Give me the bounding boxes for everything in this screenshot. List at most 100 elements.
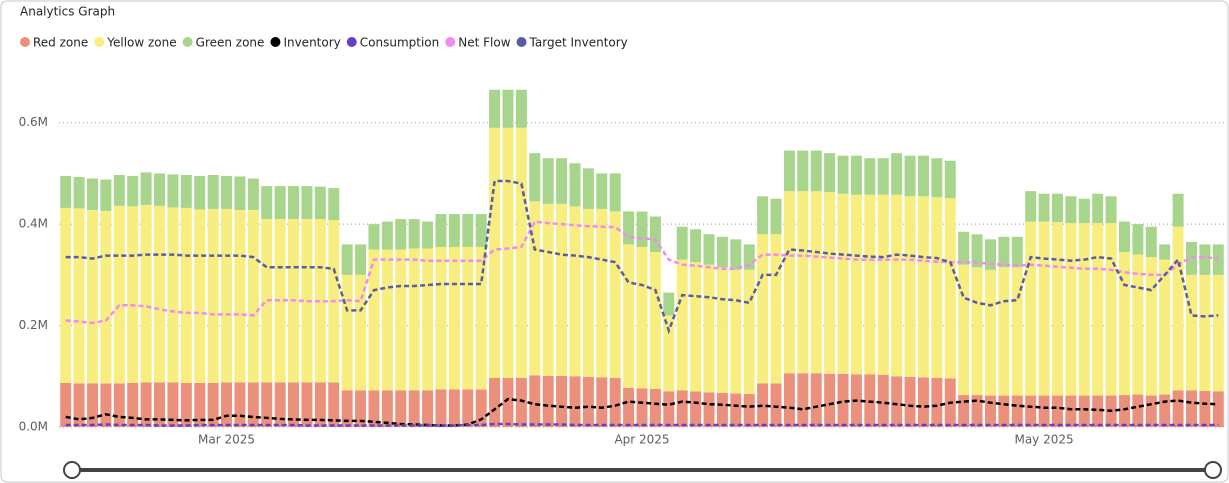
bar-segment — [958, 395, 970, 427]
bar-segment — [877, 158, 889, 195]
bar-segment — [60, 382, 72, 427]
axis: 0.0M 0.2M 0.4M 0.6M Mar 2025 Apr 2025 May 2025 — [19, 115, 1074, 446]
bar-segment — [1038, 193, 1050, 222]
bar-segment — [60, 175, 72, 208]
bar-segment — [971, 395, 983, 427]
bar-segment — [368, 390, 380, 427]
legend-marker — [20, 37, 30, 47]
bar-segment — [649, 252, 661, 389]
bar-segment — [395, 390, 407, 427]
legend-marker — [94, 37, 105, 47]
legend-marker — [270, 37, 281, 47]
bar-segment — [623, 244, 635, 388]
bar-segment — [261, 382, 273, 427]
bar-segment — [1199, 274, 1211, 391]
bar-segment — [837, 373, 849, 427]
bar-segment — [194, 175, 206, 210]
bar-segment — [609, 211, 621, 378]
bar-segment — [247, 382, 259, 427]
bar-segment — [221, 208, 233, 383]
bar-segment — [87, 383, 99, 427]
bar-segment — [1092, 193, 1104, 224]
bar-segment — [1159, 394, 1171, 427]
bar-segment — [140, 172, 152, 205]
lines — [65, 179, 1219, 427]
bar-segment — [1038, 395, 1050, 427]
bar-segment — [810, 150, 822, 192]
bar-segment — [917, 377, 929, 427]
bar-segment — [1212, 391, 1224, 427]
bar-segment — [127, 175, 139, 207]
bar-segment — [154, 205, 166, 383]
bar-segment — [730, 269, 742, 394]
bar-segment — [556, 158, 568, 204]
bar-segment — [408, 390, 420, 427]
bar-segment — [529, 201, 541, 376]
legend-label: Inventory — [283, 36, 340, 50]
bar-segment — [636, 246, 648, 389]
bar-segment — [261, 186, 273, 220]
bar-segment — [931, 197, 943, 378]
bar-segment — [328, 188, 340, 221]
bar-segment — [1132, 394, 1144, 427]
bar-segment — [971, 267, 983, 396]
bar-segment — [770, 234, 782, 384]
bar-segment — [100, 383, 112, 427]
bar-segment — [1118, 395, 1130, 427]
bar-segment — [998, 267, 1010, 396]
bar-segment — [1038, 221, 1050, 396]
bar-segment — [529, 153, 541, 202]
bar-segment — [127, 382, 139, 427]
bar-segment — [1159, 244, 1171, 260]
x-tick-label: Mar 2025 — [198, 433, 255, 447]
bar-segment — [489, 377, 501, 427]
bar-segment — [1212, 274, 1224, 392]
bar-segment — [542, 203, 554, 376]
range-slider[interactable] — [63, 461, 1222, 479]
legend-label: Target Inventory — [529, 36, 628, 50]
legend-marker — [445, 37, 456, 47]
bar-segment — [422, 221, 434, 249]
bar-segment — [891, 153, 903, 195]
bar-segment — [690, 262, 702, 392]
bar-segment — [1011, 236, 1023, 268]
bar-segment — [355, 244, 367, 275]
bar-segment — [582, 168, 594, 209]
bar-segment — [381, 249, 393, 391]
bar-segment — [167, 207, 179, 383]
bar-segment — [288, 382, 300, 427]
bar-segment — [797, 191, 809, 374]
bar-segment — [904, 196, 916, 377]
bar-segment — [515, 377, 527, 427]
bar-segment — [154, 382, 166, 427]
bar-segment — [194, 382, 206, 427]
slider-handle-end[interactable] — [1204, 461, 1222, 479]
bar-segment — [864, 158, 876, 195]
bar-segment — [1078, 223, 1090, 396]
bar-segment — [489, 89, 501, 128]
bar-segment — [542, 375, 554, 427]
bar-segment — [1185, 241, 1197, 275]
bar-segment — [743, 394, 755, 427]
bar-segment — [542, 158, 554, 204]
bar-segment — [917, 196, 929, 378]
legend-label: Consumption — [360, 36, 439, 50]
slider-handle-start[interactable] — [63, 461, 81, 479]
bar-segment — [582, 376, 594, 427]
bar-segment — [783, 373, 795, 427]
line-series — [65, 179, 1219, 335]
bar-segment — [408, 219, 420, 249]
bar-segment — [770, 198, 782, 235]
bar-segment — [891, 194, 903, 377]
bar-segment — [596, 173, 608, 209]
bar-segment — [971, 234, 983, 268]
x-tick-label: May 2025 — [1014, 433, 1073, 447]
bar-segment — [502, 127, 514, 378]
bar-segment — [274, 219, 286, 383]
bar-segment — [180, 174, 192, 208]
bar-segment — [797, 150, 809, 192]
bar-segment — [234, 176, 246, 210]
bar-segment — [850, 155, 862, 195]
bar-segment — [341, 390, 353, 427]
bars — [60, 89, 1224, 427]
